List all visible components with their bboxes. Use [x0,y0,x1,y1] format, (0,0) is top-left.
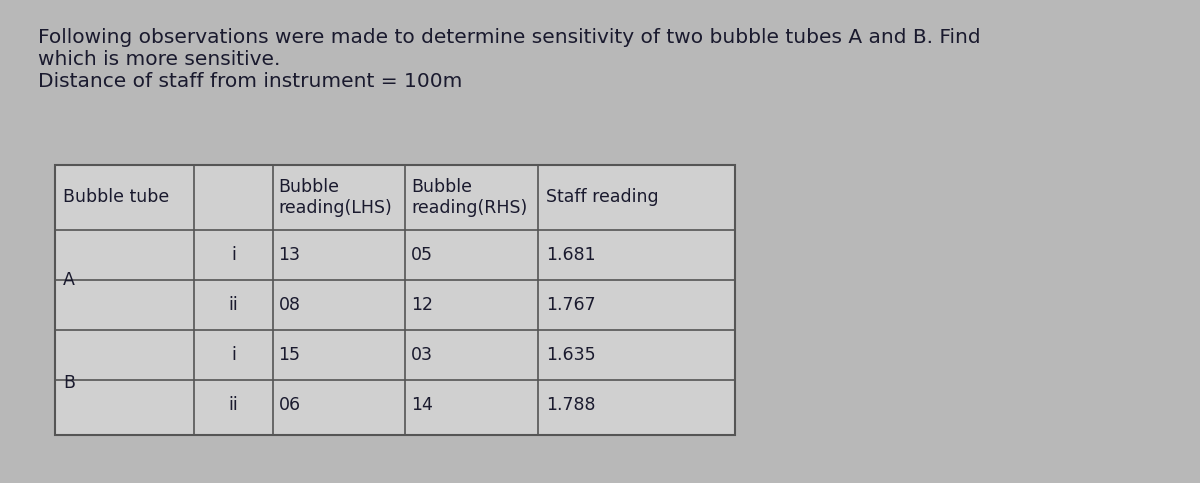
Text: 13: 13 [278,246,301,264]
Text: which is more sensitive.: which is more sensitive. [38,50,281,69]
Text: 14: 14 [412,396,433,414]
Text: 1.681: 1.681 [546,246,595,264]
Text: Staff reading: Staff reading [546,188,659,207]
Text: A: A [64,271,74,289]
Text: Distance of staff from instrument = 100m: Distance of staff from instrument = 100m [38,72,462,91]
Text: Following observations were made to determine sensitivity of two bubble tubes A : Following observations were made to dete… [38,28,980,47]
Text: Bubble
reading(LHS): Bubble reading(LHS) [278,178,392,217]
Text: 1.788: 1.788 [546,396,595,414]
Text: 15: 15 [278,346,301,364]
Text: Bubble tube: Bubble tube [64,188,169,207]
Text: 06: 06 [278,396,301,414]
Text: 1.767: 1.767 [546,296,595,314]
Text: B: B [64,373,74,392]
Text: ii: ii [229,396,239,414]
Text: 03: 03 [412,346,433,364]
Text: ii: ii [229,296,239,314]
Text: 08: 08 [278,296,301,314]
Text: i: i [232,346,236,364]
Text: 1.635: 1.635 [546,346,595,364]
Text: Bubble
reading(RHS): Bubble reading(RHS) [412,178,528,217]
Text: 12: 12 [412,296,433,314]
Bar [55,165,734,435]
Text: 05: 05 [412,246,433,264]
Text: i: i [232,246,236,264]
